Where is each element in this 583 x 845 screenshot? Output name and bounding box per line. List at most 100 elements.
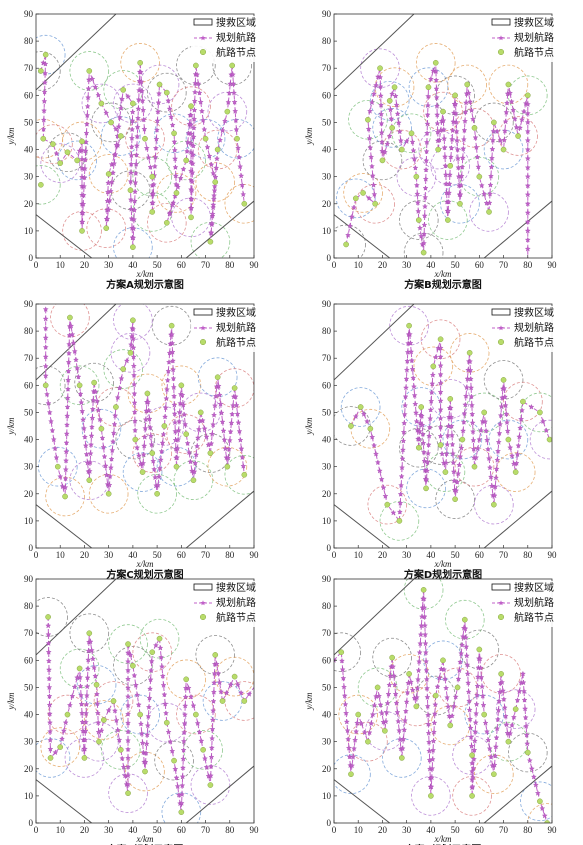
route-star-marker bbox=[79, 165, 85, 171]
route-star-marker bbox=[416, 658, 422, 665]
route-star-marker bbox=[454, 146, 461, 153]
y-tick-label: 90 bbox=[322, 9, 332, 19]
route-star-marker bbox=[436, 675, 443, 681]
coverage-circle bbox=[101, 730, 141, 770]
plot-area bbox=[334, 579, 552, 823]
route-star-marker bbox=[487, 182, 494, 188]
route-star-marker bbox=[53, 454, 60, 461]
route-star-marker bbox=[88, 441, 94, 448]
route-star-marker bbox=[400, 736, 407, 742]
route-star-marker bbox=[147, 685, 153, 692]
route-star-marker bbox=[410, 147, 417, 154]
coverage-circle bbox=[139, 618, 180, 659]
route-star-marker bbox=[379, 710, 385, 716]
route-star-marker bbox=[403, 384, 409, 391]
route-star-marker bbox=[489, 483, 495, 489]
route-star-marker bbox=[186, 449, 192, 456]
route-star-marker bbox=[429, 372, 436, 378]
route-star-marker bbox=[102, 462, 109, 469]
route-star-marker bbox=[464, 375, 471, 382]
route-star-marker bbox=[495, 707, 502, 713]
route-star-marker bbox=[105, 707, 112, 713]
route-star-marker bbox=[392, 93, 399, 99]
route-star-marker bbox=[181, 411, 188, 418]
route-star-marker bbox=[524, 128, 531, 134]
route-star-marker bbox=[403, 138, 410, 144]
route-star-marker bbox=[403, 698, 410, 705]
route-star-marker bbox=[70, 340, 77, 346]
route-star-marker bbox=[95, 719, 101, 726]
chart-svg: 0 10 20 30 40 50 60 70 80 90 0 10 20 30 40 50 60 70 80 90 x/… bbox=[6, 574, 259, 845]
search-area-boundary bbox=[483, 200, 552, 258]
route-star-marker bbox=[42, 315, 49, 322]
x-axis-label: x/km bbox=[136, 834, 154, 844]
x-tick-label: 30 bbox=[104, 260, 114, 270]
route-star-marker bbox=[470, 116, 476, 122]
y-tick-label: 20 bbox=[24, 199, 34, 209]
route-star-marker bbox=[501, 704, 508, 711]
route-star-marker bbox=[179, 791, 185, 797]
route-star-marker bbox=[452, 693, 459, 700]
route-star-marker bbox=[387, 106, 394, 113]
route-star-marker bbox=[524, 209, 531, 216]
route-star-marker bbox=[211, 183, 218, 189]
route-node bbox=[343, 241, 349, 248]
route-star-marker bbox=[207, 772, 214, 779]
route-star-marker bbox=[221, 436, 228, 443]
route-star-marker bbox=[65, 386, 71, 392]
legend-label-route-nodes: 航路节点 bbox=[216, 336, 256, 349]
route-star-marker bbox=[203, 433, 210, 440]
y-tick-label: 0 bbox=[327, 543, 332, 553]
route-star-marker bbox=[83, 130, 90, 136]
route-node bbox=[117, 133, 124, 139]
route-star-marker bbox=[383, 709, 390, 715]
coverage-circle bbox=[411, 776, 451, 816]
route-star-marker bbox=[236, 154, 242, 160]
route-star-marker bbox=[74, 365, 81, 371]
route-star-marker bbox=[423, 476, 430, 483]
y-tick-label: 0 bbox=[29, 818, 34, 828]
route-star-marker bbox=[474, 154, 481, 160]
route-star-marker bbox=[447, 405, 454, 411]
route-star-marker bbox=[486, 200, 493, 206]
route-star-marker bbox=[171, 138, 178, 145]
route-star-marker bbox=[475, 673, 481, 680]
route-star-marker bbox=[131, 390, 138, 397]
route-node bbox=[406, 671, 412, 677]
route-star-marker bbox=[125, 763, 131, 770]
route-star-marker bbox=[425, 102, 431, 109]
route-star-marker bbox=[196, 90, 203, 96]
route-star-marker bbox=[80, 192, 87, 198]
coverage-circle bbox=[156, 446, 197, 487]
route-star-marker bbox=[169, 331, 175, 337]
route-star-marker bbox=[204, 144, 211, 150]
route-star-marker bbox=[442, 153, 448, 160]
route-star-marker bbox=[524, 155, 531, 162]
route-star-marker bbox=[458, 173, 465, 179]
y-axis-label: y/km bbox=[304, 692, 314, 710]
route-star-marker bbox=[370, 182, 377, 188]
route-node bbox=[440, 108, 446, 115]
route-star-marker bbox=[396, 128, 403, 135]
route-star-marker bbox=[445, 703, 452, 710]
route-star-marker bbox=[104, 216, 111, 222]
route-star-marker bbox=[477, 665, 484, 671]
route-node bbox=[130, 100, 136, 107]
route-star-marker bbox=[131, 207, 138, 213]
x-tick-label: 40 bbox=[426, 825, 436, 835]
route-node bbox=[183, 676, 190, 683]
x-tick-label: 50 bbox=[153, 260, 163, 270]
route-star-marker bbox=[209, 717, 216, 723]
coverage-circle bbox=[81, 408, 122, 449]
route-star-marker bbox=[428, 774, 435, 781]
route-star-marker bbox=[341, 684, 347, 690]
route-star-marker bbox=[141, 442, 148, 449]
route-star-marker bbox=[171, 147, 178, 153]
route-star-marker bbox=[457, 453, 464, 460]
route-node bbox=[374, 684, 381, 691]
route-node bbox=[86, 630, 93, 637]
route-star-marker bbox=[455, 470, 462, 477]
route-star-marker bbox=[510, 107, 517, 113]
route-star-marker bbox=[41, 98, 48, 104]
route-node bbox=[142, 768, 148, 775]
